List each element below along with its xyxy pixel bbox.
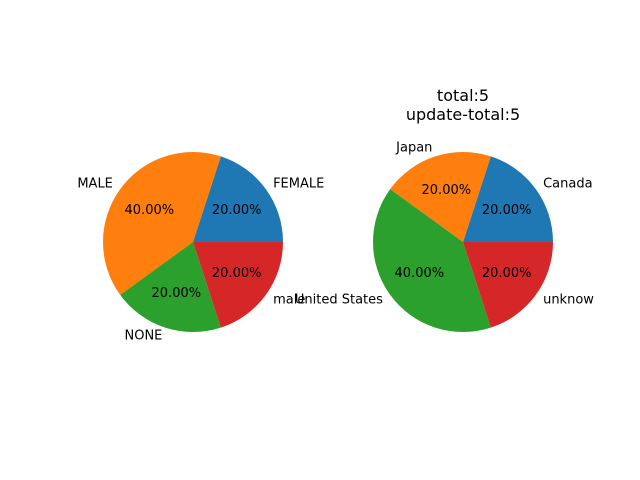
- gender-pie-chart: 20.00% FEMALE 40.00% MALE 20.00% NONE 20.00% ma…: [77, 151, 324, 344]
- chart-title-line: total:5: [437, 86, 489, 105]
- pie-slice-female: [193, 156, 283, 242]
- pie-percent-label: 20.00%: [212, 203, 262, 218]
- pie-category-label: MALE: [77, 176, 113, 191]
- pie-category-label: FEMALE: [273, 176, 324, 191]
- pie-slice-united-states: [372, 189, 491, 333]
- pie-category-label: male: [273, 293, 305, 308]
- pie-category-label: United States: [295, 293, 383, 308]
- chart-title-line: update-total:5: [406, 105, 520, 124]
- pie-slice-unknow: [463, 242, 553, 328]
- pie-slice-male: [102, 151, 221, 295]
- pie-percent-label: 20.00%: [482, 203, 532, 218]
- pie-percent-label: 40.00%: [125, 203, 175, 218]
- pie-slice-japan: [390, 151, 491, 242]
- pie-slice-canada: [463, 156, 553, 242]
- pie-category-label: NONE: [125, 329, 163, 344]
- pie-percent-label: 20.00%: [212, 266, 262, 281]
- pie-slice-none: [120, 242, 221, 333]
- country-pie-chart: 20.00% Canada 20.00% Japan 40.00% United Stat…: [295, 86, 594, 333]
- pie-slice-male: [193, 242, 283, 328]
- pie-category-label: Japan: [395, 140, 432, 155]
- pie-percent-label: 20.00%: [152, 286, 202, 301]
- pie-percent-label: 40.00%: [395, 266, 445, 281]
- pie-category-label: unknow: [543, 293, 594, 308]
- pie-percent-label: 20.00%: [422, 183, 472, 198]
- pie-category-label: Canada: [543, 176, 592, 191]
- pie-percent-label: 20.00%: [482, 266, 532, 281]
